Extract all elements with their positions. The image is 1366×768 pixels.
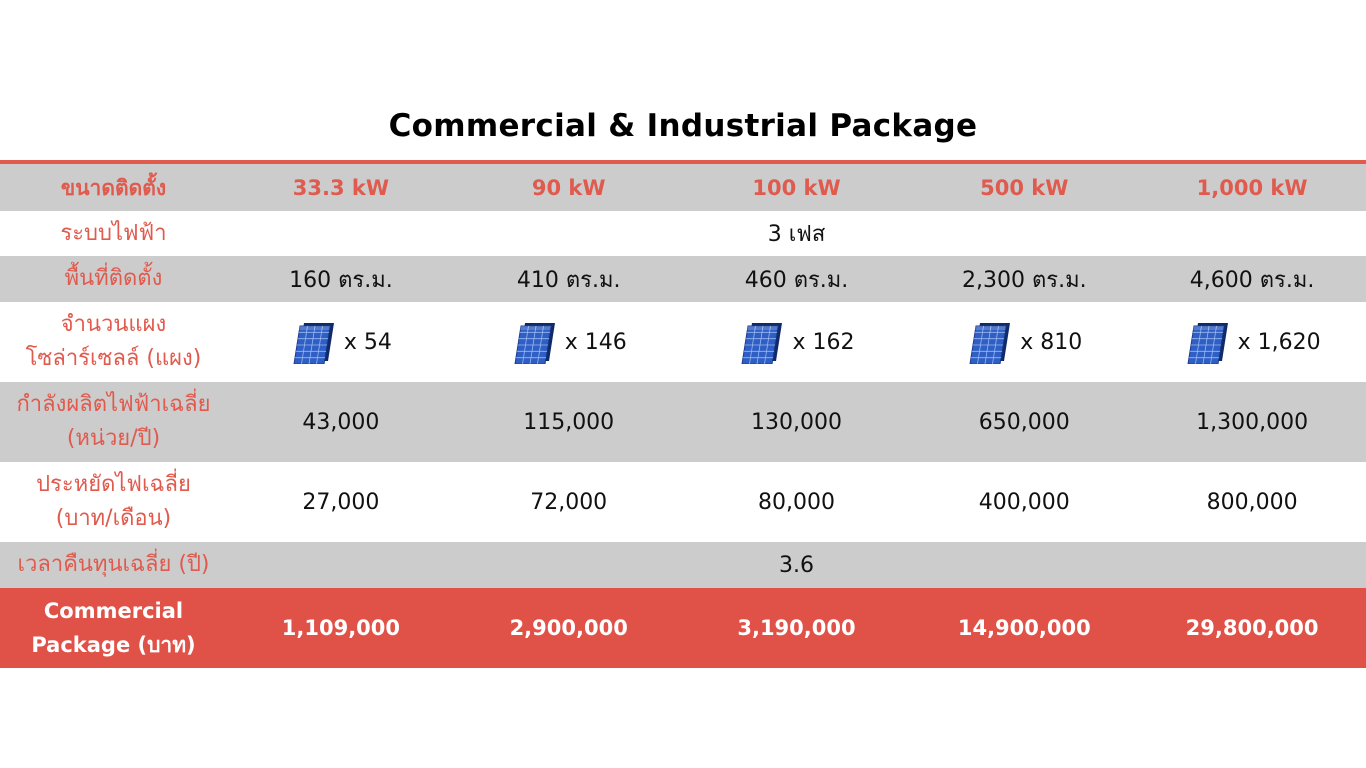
system-row: ระบบไฟฟ้า 3 เฟส — [0, 211, 1366, 256]
savings-value-1: 27,000 — [302, 489, 380, 515]
solar-panel-icon — [1184, 320, 1232, 365]
panels-cell-2: x 146 — [455, 302, 683, 382]
savings-label-line-1: ประหยัดไฟเฉลี่ย — [36, 472, 191, 497]
production-row: กำลังผลิตไฟฟ้าเฉลี่ย (หน่วย/ปี) 43,000 1… — [0, 382, 1366, 462]
header-size-3: 100 kW — [752, 175, 841, 200]
system-label: ระบบไฟฟ้า — [60, 220, 167, 246]
title-divider — [0, 160, 1366, 164]
payback-label: เวลาคืนทุนเฉลี่ย (ปี) — [17, 552, 210, 577]
production-label-line-1: กำลังผลิตไฟฟ้าเฉลี่ย — [16, 392, 211, 417]
panels-row: จำนวนแผง โซล่าร์เซลล์ (แผง) x 54 x 146 x… — [0, 302, 1366, 382]
solar-panel-icon — [738, 320, 786, 365]
panels-cell-1: x 54 — [227, 302, 455, 382]
savings-value-4: 400,000 — [978, 489, 1070, 515]
area-value-4: 2,300 ตร.ม. — [962, 267, 1087, 293]
area-label: พื้นที่ติดตั้ง — [64, 266, 163, 291]
payback-value: 3.6 — [779, 552, 814, 578]
production-value-4: 650,000 — [978, 409, 1070, 435]
price-label-line-1: Commercial — [43, 599, 184, 623]
savings-value-3: 80,000 — [758, 489, 835, 515]
header-size-5: 1,000 kW — [1196, 175, 1308, 200]
header-row: ขนาดติดตั้ง 33.3 kW 90 kW 100 kW 500 kW … — [0, 164, 1366, 211]
panels-cell-3: x 162 — [683, 302, 911, 382]
area-value-1: 160 ตร.ม. — [289, 267, 393, 293]
header-label: ขนาดติดตั้ง — [60, 175, 167, 200]
panels-label: จำนวนแผง โซล่าร์เซลล์ (แผง) — [0, 302, 227, 382]
panels-label-line-1: จำนวนแผง — [60, 312, 167, 337]
panel-count: x 54 — [343, 329, 392, 355]
header-size-2: 90 kW — [531, 175, 606, 200]
savings-label-line-2: (บาท/เดือน) — [55, 506, 172, 531]
price-label-line-2: Package (บาท) — [31, 633, 196, 657]
price-value-1: 1,109,000 — [281, 616, 401, 640]
production-value-5: 1,300,000 — [1196, 409, 1309, 435]
production-value-1: 43,000 — [302, 409, 380, 435]
panels-cell-5: x 1,620 — [1138, 302, 1366, 382]
page-title: Commercial & Industrial Package — [388, 108, 978, 144]
header-size-1: 33.3 kW — [292, 175, 390, 200]
system-value: 3 เฟส — [767, 222, 826, 247]
header-size-4: 500 kW — [980, 175, 1069, 200]
package-table: ขนาดติดตั้ง 33.3 kW 90 kW 100 kW 500 kW … — [0, 164, 1366, 668]
savings-value-2: 72,000 — [530, 489, 608, 515]
area-value-2: 410 ตร.ม. — [516, 267, 621, 293]
price-label: Commercial Package (บาท) — [0, 588, 227, 668]
savings-row: ประหยัดไฟเฉลี่ย (บาท/เดือน) 27,000 72,00… — [0, 462, 1366, 542]
price-value-2: 2,900,000 — [509, 616, 628, 640]
savings-label: ประหยัดไฟเฉลี่ย (บาท/เดือน) — [0, 462, 227, 542]
production-label-line-2: (หน่วย/ปี) — [66, 426, 161, 451]
savings-value-5: 800,000 — [1206, 489, 1298, 515]
panels-cell-4: x 810 — [910, 302, 1138, 382]
production-label: กำลังผลิตไฟฟ้าเฉลี่ย (หน่วย/ปี) — [0, 382, 227, 462]
panel-count: x 810 — [1020, 329, 1083, 355]
panel-count: x 1,620 — [1237, 329, 1321, 355]
price-value-5: 29,800,000 — [1185, 616, 1319, 640]
price-row: Commercial Package (บาท) 1,109,000 2,900… — [0, 588, 1366, 668]
solar-panel-icon — [511, 320, 559, 365]
solar-panel-icon — [290, 320, 338, 365]
panel-count: x 146 — [564, 329, 627, 355]
area-value-5: 4,600 ตร.ม. — [1189, 267, 1315, 293]
panels-label-line-2: โซล่าร์เซลล์ (แผง) — [25, 346, 202, 371]
area-row: พื้นที่ติดตั้ง 160 ตร.ม. 410 ตร.ม. 460 ต… — [0, 256, 1366, 302]
price-value-4: 14,900,000 — [957, 616, 1091, 640]
area-value-3: 460 ตร.ม. — [744, 267, 849, 293]
solar-panel-icon — [966, 320, 1014, 365]
payback-row: เวลาคืนทุนเฉลี่ย (ปี) 3.6 — [0, 542, 1366, 588]
production-value-3: 130,000 — [751, 409, 842, 435]
production-value-2: 115,000 — [523, 409, 615, 435]
panel-count: x 162 — [792, 329, 855, 355]
price-value-3: 3,190,000 — [737, 616, 856, 640]
